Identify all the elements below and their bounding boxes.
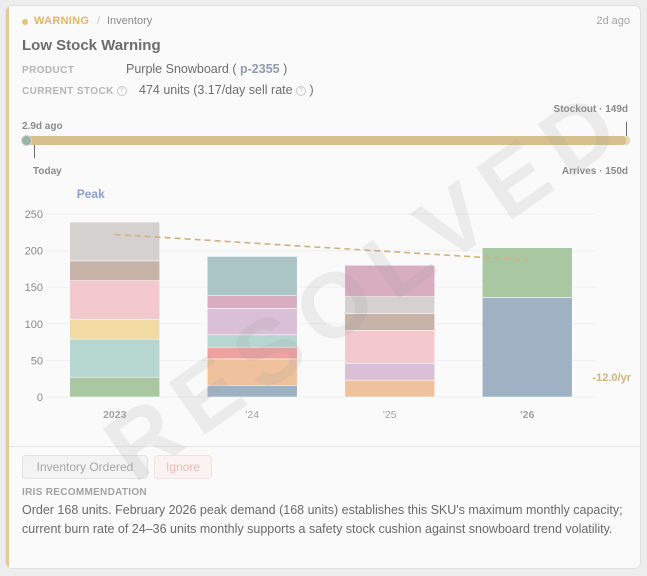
bar-segment (481, 297, 573, 398)
timeline-start-marker-icon (21, 135, 32, 146)
info-icon[interactable]: ? (116, 86, 127, 97)
y-tick-label: 0 (37, 392, 43, 404)
severity-label: WARNING (34, 15, 90, 27)
today-tick (34, 145, 35, 158)
bar-segment (206, 358, 298, 386)
sell-rate-close: ) (309, 83, 314, 97)
trend-line (114, 233, 528, 261)
category-label: Inventory (107, 15, 153, 27)
bar-segment (69, 260, 161, 281)
alert-title: Low Stock Warning (22, 37, 161, 54)
stockout-label: Stockout · 149d (553, 104, 628, 115)
stockout-tick (626, 122, 627, 136)
arrives-label: Arrives · 150d (561, 166, 628, 177)
bar-segment (344, 264, 436, 298)
bar-segment (344, 363, 436, 381)
bar-segment (69, 319, 161, 340)
x-tick-label: 2023 (103, 409, 127, 421)
y-tick-label: 250 (25, 209, 43, 221)
section-divider (9, 446, 640, 447)
trend-label: -12.0/yr (592, 372, 631, 384)
x-tick-label: '24 (245, 409, 259, 421)
y-tick-label: 100 (25, 319, 43, 331)
bar-segment (206, 384, 298, 398)
bar-segment (69, 221, 161, 262)
alert-card: WARNING / Inventory 2d ago Low Stock War… (5, 5, 641, 569)
y-tick-label: 200 (25, 246, 43, 258)
bar-segment (206, 308, 298, 336)
bar-segment (69, 376, 161, 398)
product-name: Purple Snowboard (126, 62, 229, 76)
bar-segment (206, 334, 298, 348)
sell-rate: (3.17/day sell rate (193, 83, 293, 97)
bar-segment (481, 247, 573, 298)
stock-label: CURRENT STOCK ? (22, 86, 127, 97)
stock-value: 474 units (3.17/day sell rate ? ) (139, 83, 314, 97)
peak-label: Peak (77, 187, 105, 201)
y-tick-label: 150 (25, 282, 43, 294)
bar-segment (69, 338, 161, 378)
alert-header: WARNING / Inventory 2d ago (22, 15, 630, 29)
product-value: Purple Snowboard ( p-2355 ) (126, 62, 287, 76)
severity-dot-icon (22, 19, 28, 25)
breadcrumb-separator: / (97, 15, 101, 27)
y-tick-label: 50 (31, 355, 43, 367)
recommendation-text: Order 168 units. February 2026 peak dema… (22, 503, 623, 536)
ignore-button[interactable]: Ignore (154, 455, 212, 479)
sku-close-paren: ) (283, 62, 288, 76)
bar-segment (206, 256, 298, 296)
bar-segment (344, 296, 436, 314)
bar-segment (344, 313, 436, 331)
inventory-ordered-button[interactable]: Inventory Ordered (22, 455, 148, 479)
bar-segment (206, 294, 298, 309)
stock-timeline-bar (22, 136, 630, 145)
sku-open-paren: ( (232, 62, 237, 76)
bar-segment (206, 346, 298, 360)
recommendation-label: IRIS RECOMMENDATION (22, 487, 147, 498)
demand-chart: 0 50 100 150 200 250 2023 '24 '25 '26 Peak -12.0/yr (25, 187, 632, 421)
bar-segment (344, 330, 436, 364)
bar-segment (344, 379, 436, 398)
product-label: PRODUCT (22, 65, 75, 76)
x-tick-label: '26 (520, 409, 534, 421)
stock-timeline-fill (22, 136, 626, 145)
today-label: Today (33, 166, 62, 177)
stock-units: 474 units (139, 83, 190, 97)
last-order-label: 2.9d ago (22, 121, 63, 132)
bar-segment (69, 280, 161, 320)
x-tick-label: '25 (383, 409, 397, 421)
sku-link[interactable]: p-2355 (240, 62, 280, 76)
timestamp: 2d ago (596, 15, 630, 27)
info-icon[interactable]: ? (296, 85, 307, 96)
